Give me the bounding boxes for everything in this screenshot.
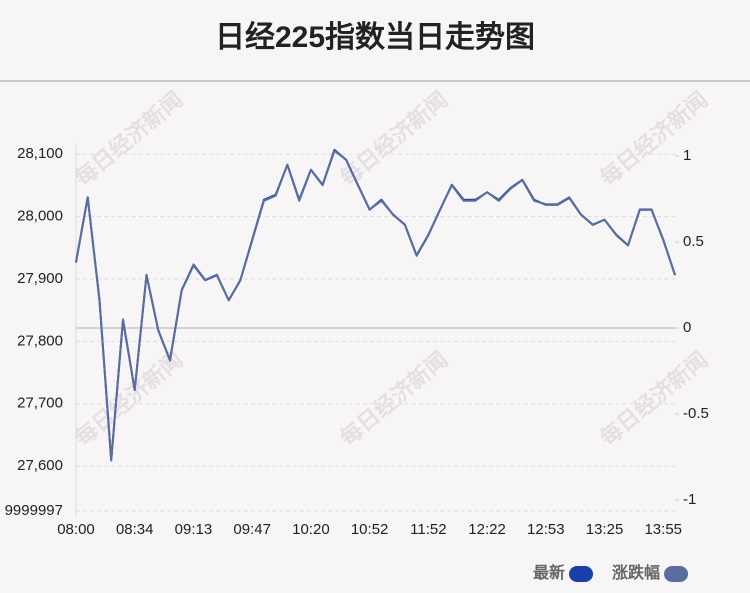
- y2-tick-label: -0.5: [683, 405, 709, 422]
- y-tick-label: 27,900: [17, 270, 63, 287]
- y-tick-label: 27,600: [17, 457, 63, 474]
- legend-swatch: [569, 566, 594, 582]
- x-tick-label: 11:52: [410, 521, 446, 538]
- x-tick-label: 10:20: [292, 521, 330, 538]
- legend-swatch: [664, 566, 689, 582]
- x-tick-label: 10:52: [351, 521, 389, 538]
- x-tick-label: 09:47: [233, 521, 271, 538]
- x-tick-label: 12:53: [527, 521, 565, 538]
- legend-label: 最新: [533, 563, 565, 582]
- x-tick-label: 12:22: [468, 521, 506, 538]
- legend-label: 涨跌幅: [612, 563, 660, 582]
- y-tick-label: 27,700: [17, 395, 63, 412]
- y2-tick-label: -1: [683, 491, 696, 508]
- y-tick-label: 28,100: [17, 145, 63, 162]
- y-tick-label: 9999997: [5, 502, 63, 519]
- y2-tick-label: 0: [683, 319, 691, 336]
- x-tick-label: 13:55: [644, 521, 682, 538]
- x-tick-label: 13:25: [586, 521, 624, 538]
- y-tick-label: 27,800: [17, 332, 63, 349]
- y2-tick-label: 1: [683, 147, 691, 164]
- y-tick-label: 28,000: [17, 208, 63, 225]
- chart-title: 日经225指数当日走势图: [215, 20, 535, 54]
- x-tick-label: 08:34: [116, 521, 154, 538]
- x-tick-label: 09:13: [175, 521, 213, 538]
- y2-tick-label: 0.5: [683, 233, 704, 250]
- x-tick-label: 08:00: [57, 521, 95, 538]
- series-line: [75, 149, 676, 462]
